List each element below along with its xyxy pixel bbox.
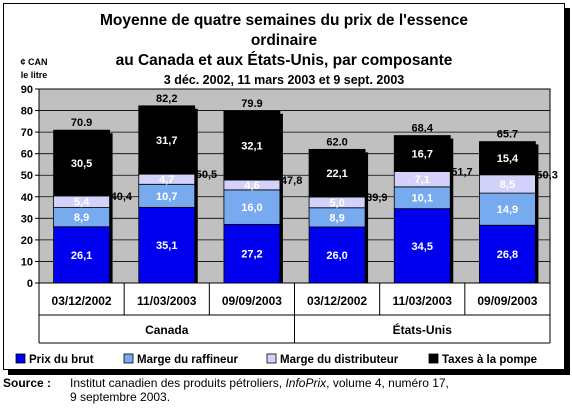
segment-value-label: 27,2 [241, 249, 262, 261]
legend-label: Taxes à la pompe [442, 354, 537, 366]
total-label: 62.0 [326, 136, 347, 148]
pretax-label: 40,4 [111, 191, 133, 203]
y-tick-label: 10 [21, 256, 33, 268]
chart-title-line-3: au Canada et aux États-Unis, par composa… [115, 52, 453, 69]
legend-swatch [266, 353, 277, 364]
y-tick-label: 60 [21, 149, 33, 161]
y-tick-label: 30 [21, 213, 33, 225]
x-category-label: 09/09/2003 [222, 294, 282, 308]
x-category-label: 09/09/2003 [477, 294, 537, 308]
segment-value-label: 26,8 [497, 249, 518, 261]
segment-value-label: 5,4 [74, 197, 90, 209]
pretax-label: 51,7 [451, 167, 472, 179]
bar-segment [479, 224, 536, 284]
bar-segment [308, 148, 366, 198]
bar-segment [393, 135, 451, 172]
bar-segment [138, 206, 196, 284]
source-text: Institut canadien des produits pétrolier… [70, 376, 550, 404]
pretax-label: 50,5 [196, 169, 217, 181]
chart-title-line-2: ordinaire [250, 32, 318, 49]
bar-segment [223, 223, 281, 284]
bar-segment [479, 141, 536, 176]
pretax-label: 50,3 [536, 170, 557, 182]
segment-value-label: 8,9 [329, 212, 344, 224]
bar-segment [53, 129, 110, 197]
bar-segment [223, 189, 281, 225]
x-category-label: 11/03/2003 [137, 294, 197, 308]
y-tick-label: 40 [21, 192, 33, 204]
segment-value-label: 10,1 [412, 193, 433, 205]
segment-value-label: 5,0 [329, 197, 344, 209]
x-category-label: 03/12/2002 [52, 294, 112, 308]
segment-value-label: 16,0 [241, 202, 262, 214]
segment-value-label: 26,0 [326, 250, 347, 262]
legend-label: Prix du brut [29, 354, 94, 366]
chart-title-line-1: Moyenne de quatre semaines du prix de l'… [99, 12, 469, 29]
total-label: 68.4 [412, 123, 434, 135]
segment-value-label: 8,9 [74, 212, 89, 224]
plot-area [38, 88, 551, 284]
x-group-label: États-Unis [393, 322, 453, 337]
legend-swatch [428, 353, 439, 364]
source-line2: 9 septembre 2003. [70, 390, 171, 404]
legend-swatch [123, 353, 134, 364]
source-line1-prefix: Institut canadien des produits pétrolier… [70, 376, 286, 390]
bar-segment [138, 105, 196, 175]
bar-segment [479, 192, 536, 226]
segment-value-label: 30,5 [71, 158, 92, 170]
pretax-label: 47,8 [281, 175, 302, 187]
y-axis-unit-line-1: ¢ CAN [20, 57, 48, 67]
legend-label: Marge du raffineur [137, 354, 238, 366]
segment-value-label: 4,7 [159, 174, 174, 186]
stacked-bar-chart: 0 10 20 30 40 50 60 70 80 90 26,1 8,9 5,4 30,5 70.9 40,… [15, 84, 558, 366]
y-axis-unit-line-2: le litre [20, 70, 48, 80]
x-category-label: 11/03/2003 [393, 294, 453, 308]
segment-value-label: 34,5 [412, 241, 433, 253]
source-label: Source : [3, 376, 52, 390]
segment-value-label: 32,1 [241, 140, 262, 152]
y-tick-label: 70 [21, 127, 33, 139]
source-line1-suffix: , volume 4, numéro 17, [326, 376, 449, 390]
y-tick-label: 50 [21, 170, 33, 182]
bar-segment [308, 226, 366, 284]
y-tick-label: 80 [21, 106, 33, 118]
total-label: 65.7 [497, 128, 518, 140]
segment-value-label: 10,7 [156, 191, 177, 203]
segment-value-label: 4,6 [244, 180, 259, 192]
x-group-label: Canada [145, 323, 189, 337]
segment-value-label: 15,4 [497, 153, 519, 165]
total-label: 82,2 [156, 93, 177, 105]
x-category-label: 03/12/2002 [307, 294, 367, 308]
y-tick-label: 90 [21, 84, 33, 96]
source-line1-publication: InfoPrix [285, 376, 327, 390]
segment-value-label: 14,9 [497, 204, 518, 216]
y-tick-label: 20 [21, 235, 33, 247]
segment-value-label: 16,7 [412, 149, 433, 161]
y-tick-label: 0 [27, 278, 33, 290]
segment-value-label: 22,1 [326, 168, 347, 180]
pretax-label: 39,9 [366, 192, 387, 204]
segment-value-label: 26,1 [71, 250, 92, 262]
legend-swatch [15, 353, 26, 364]
segment-value-label: 8,5 [500, 179, 515, 191]
segment-value-label: 31,7 [156, 135, 177, 147]
segment-value-label: 35,1 [156, 240, 177, 252]
segment-value-label: 7,1 [415, 174, 430, 186]
legend-label: Marge du distributeur [280, 354, 399, 366]
total-label: 70.9 [71, 117, 92, 129]
chart-frame: Moyenne de quatre semaines du prix de l'… [3, 3, 565, 370]
chart-subtitle: 3 déc. 2002, 11 mars 2003 et 9 sept. 200… [163, 73, 405, 87]
y-axis-unit-label: ¢ CAN le litre [12, 56, 56, 82]
bar-segment [223, 110, 281, 181]
total-label: 79.9 [241, 98, 262, 110]
